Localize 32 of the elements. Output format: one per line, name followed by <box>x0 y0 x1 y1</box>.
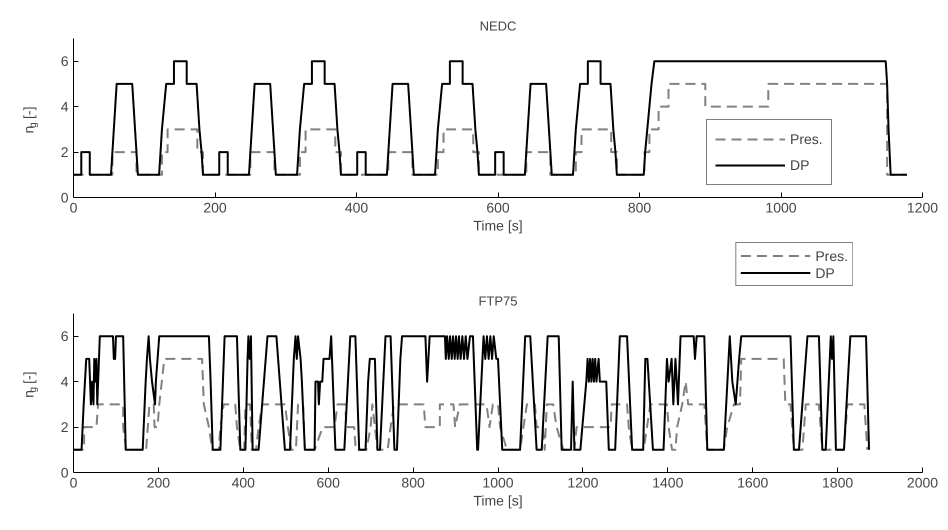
x-tick-label: 800 <box>628 200 652 216</box>
x-tick-label: 400 <box>344 200 368 216</box>
x-tick-label: 600 <box>316 474 340 490</box>
x-tick-label: 400 <box>232 474 256 490</box>
y-tick-label: 4 <box>60 98 69 115</box>
y-tick-label: 0 <box>60 190 69 206</box>
x-tick-label: 1200 <box>567 474 599 490</box>
x-axis-title: Time [s] <box>473 492 523 508</box>
x-tick-label: 200 <box>203 200 227 216</box>
legend-label: DP <box>815 264 836 281</box>
x-tick-label: 2000 <box>906 474 938 490</box>
x-tick-label: 200 <box>146 474 170 490</box>
y-tick-label: 2 <box>60 419 69 436</box>
x-tick-label: 800 <box>401 474 425 490</box>
x-tick-label: 600 <box>486 200 510 216</box>
legend-label: DP <box>790 156 810 175</box>
legend-label: Pres. <box>815 247 848 264</box>
x-tick-label: 1000 <box>482 474 514 490</box>
x-axis-title: Time [s] <box>473 218 523 234</box>
chart-title: NEDC <box>480 18 516 34</box>
x-tick-label: 1600 <box>737 474 768 490</box>
y-tick-label: 6 <box>60 328 69 344</box>
y-tick-label: 2 <box>60 144 69 160</box>
y-tick-label: 4 <box>60 374 69 390</box>
x-tick-label: 1400 <box>652 474 684 490</box>
x-tick-label: 1000 <box>765 200 797 216</box>
x-tick-label: 1200 <box>906 200 938 216</box>
y-tick-label: 6 <box>60 53 69 70</box>
x-tick-label: 1800 <box>822 474 854 490</box>
chart-title: FTP75 <box>478 294 518 308</box>
legend-label: Pres. <box>790 130 823 149</box>
y-tick-label: 0 <box>60 464 69 480</box>
